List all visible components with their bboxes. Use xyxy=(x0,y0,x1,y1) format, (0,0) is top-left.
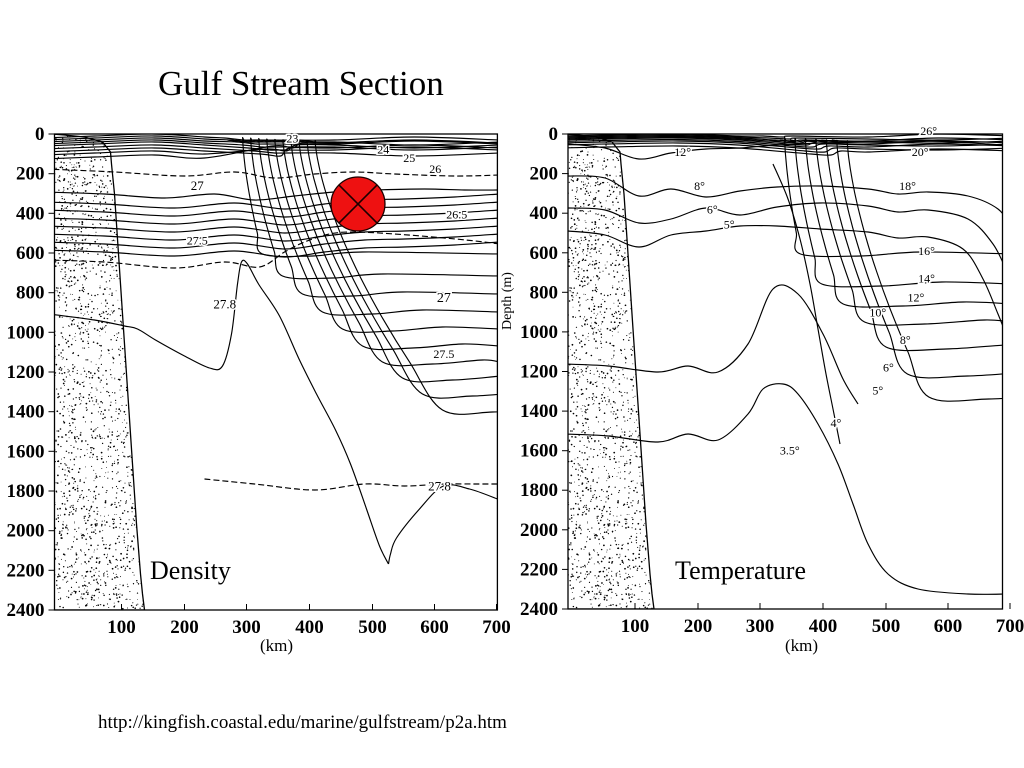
svg-text:500: 500 xyxy=(358,617,387,638)
svg-text:14°: 14° xyxy=(918,272,935,286)
svg-text:26°: 26° xyxy=(920,124,937,138)
svg-text:500: 500 xyxy=(872,616,901,637)
svg-text:600: 600 xyxy=(530,243,559,264)
svg-text:2000: 2000 xyxy=(7,521,45,542)
svg-text:8°: 8° xyxy=(900,333,911,347)
svg-text:700: 700 xyxy=(482,617,511,638)
svg-text:12°: 12° xyxy=(907,291,924,305)
svg-text:0: 0 xyxy=(35,124,45,145)
svg-text:2400: 2400 xyxy=(7,600,45,621)
svg-text:2200: 2200 xyxy=(7,560,45,581)
svg-text:200: 200 xyxy=(16,164,45,185)
svg-text:600: 600 xyxy=(934,616,963,637)
svg-text:10°: 10° xyxy=(869,305,886,319)
svg-text:400: 400 xyxy=(16,203,45,224)
svg-text:600: 600 xyxy=(420,617,449,638)
svg-text:1400: 1400 xyxy=(7,402,45,423)
svg-text:600: 600 xyxy=(16,243,45,264)
svg-text:3.5°: 3.5° xyxy=(780,444,800,458)
svg-text:20°: 20° xyxy=(912,145,929,159)
svg-text:200: 200 xyxy=(170,617,199,638)
svg-text:1000: 1000 xyxy=(7,322,45,343)
svg-text:24: 24 xyxy=(377,143,389,157)
svg-text:27: 27 xyxy=(191,178,205,193)
svg-text:27.8: 27.8 xyxy=(428,479,451,494)
svg-text:1800: 1800 xyxy=(7,481,45,502)
svg-text:1200: 1200 xyxy=(7,362,45,383)
svg-text:26: 26 xyxy=(429,162,441,176)
svg-text:26.5: 26.5 xyxy=(446,207,467,221)
svg-text:2200: 2200 xyxy=(520,559,558,580)
svg-text:4°: 4° xyxy=(830,416,841,430)
svg-text:27: 27 xyxy=(437,291,451,306)
svg-text:2400: 2400 xyxy=(520,599,558,620)
svg-text:400: 400 xyxy=(809,616,838,637)
svg-text:100: 100 xyxy=(621,616,650,637)
svg-text:18°: 18° xyxy=(899,179,916,193)
svg-text:1000: 1000 xyxy=(520,322,558,343)
svg-text:400: 400 xyxy=(295,617,324,638)
svg-text:800: 800 xyxy=(530,282,559,303)
svg-text:300: 300 xyxy=(232,617,261,638)
svg-text:5°: 5° xyxy=(724,217,735,231)
svg-text:1600: 1600 xyxy=(7,441,45,462)
svg-text:1400: 1400 xyxy=(520,401,558,422)
svg-text:1200: 1200 xyxy=(520,362,558,383)
svg-text:27.8: 27.8 xyxy=(213,297,236,312)
svg-text:400: 400 xyxy=(530,203,559,224)
svg-text:25: 25 xyxy=(403,151,415,165)
svg-text:100: 100 xyxy=(107,617,136,638)
svg-text:300: 300 xyxy=(746,616,775,637)
svg-text:200: 200 xyxy=(684,616,713,637)
svg-text:700: 700 xyxy=(996,616,1024,637)
svg-text:1800: 1800 xyxy=(520,480,558,501)
svg-text:6°: 6° xyxy=(883,360,894,374)
svg-text:27.5: 27.5 xyxy=(187,233,208,247)
svg-text:1600: 1600 xyxy=(520,441,558,462)
svg-text:200: 200 xyxy=(530,164,559,185)
svg-text:16°: 16° xyxy=(918,244,935,258)
svg-text:8°: 8° xyxy=(694,179,705,193)
svg-text:2000: 2000 xyxy=(520,520,558,541)
svg-text:0: 0 xyxy=(549,124,559,145)
svg-text:5°: 5° xyxy=(872,384,883,398)
svg-text:27.5: 27.5 xyxy=(433,347,454,361)
svg-text:12°: 12° xyxy=(674,145,691,159)
svg-text:23: 23 xyxy=(286,132,298,146)
svg-text:800: 800 xyxy=(16,283,45,304)
svg-text:6°: 6° xyxy=(707,203,718,217)
